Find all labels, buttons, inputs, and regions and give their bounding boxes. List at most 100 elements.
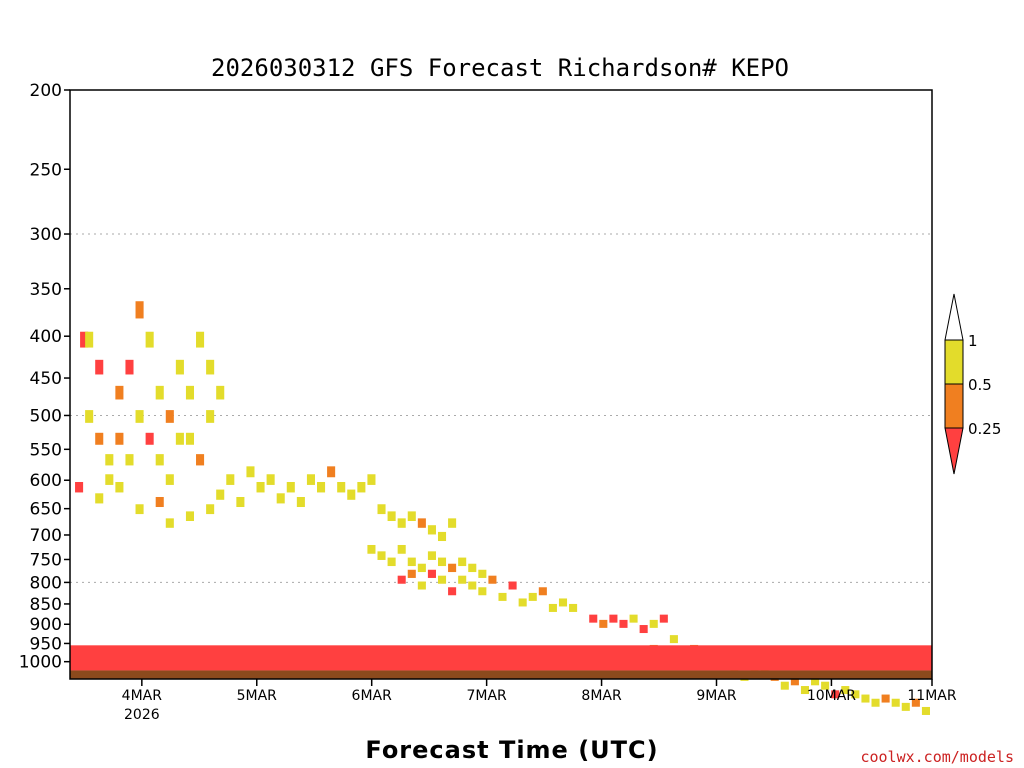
heatmap-cell bbox=[115, 432, 124, 445]
plot-background bbox=[70, 90, 932, 679]
heatmap-cell bbox=[437, 575, 447, 584]
heatmap-cell bbox=[881, 694, 890, 703]
heatmap-cell bbox=[417, 581, 426, 590]
heatmap-cell bbox=[185, 432, 195, 445]
heatmap-cell bbox=[599, 619, 608, 628]
heatmap-cell bbox=[488, 575, 497, 584]
heatmap-cell bbox=[377, 504, 386, 515]
heatmap-cell bbox=[417, 518, 426, 528]
heatmap-cell bbox=[508, 581, 517, 590]
heatmap-cell bbox=[901, 702, 910, 711]
x-tick-label: 4MAR bbox=[122, 688, 163, 704]
heatmap-cell bbox=[437, 557, 447, 567]
heatmap-cell bbox=[427, 551, 436, 560]
heatmap-cell bbox=[478, 569, 487, 578]
heatmap-cell bbox=[538, 587, 547, 596]
y-tick-label: 900 bbox=[30, 615, 62, 635]
y-tick-label: 650 bbox=[30, 500, 62, 520]
heatmap-cell bbox=[85, 410, 94, 423]
colorbar-level-label: 1 bbox=[968, 332, 978, 350]
heatmap-cell bbox=[80, 331, 89, 348]
heatmap-cell bbox=[427, 569, 436, 578]
heatmap-cell bbox=[417, 563, 426, 573]
heatmap-cell bbox=[468, 563, 477, 573]
heatmap-cell bbox=[226, 474, 235, 485]
credit-text: coolwx.com/models bbox=[860, 748, 1014, 766]
heatmap-cell bbox=[246, 466, 255, 478]
colorbar-level-label: 0.5 bbox=[968, 376, 992, 394]
chart-title: 2026030312 GFS Forecast Richardson# KEPO bbox=[211, 54, 789, 82]
heatmap-cell bbox=[387, 511, 396, 522]
heatmap-cell bbox=[437, 531, 447, 542]
heatmap-cell bbox=[387, 557, 396, 567]
heatmap-cell bbox=[347, 489, 356, 500]
heatmap-cell bbox=[518, 598, 527, 607]
heatmap-cell bbox=[397, 544, 406, 554]
heatmap-cell bbox=[498, 592, 507, 601]
heatmap-cell bbox=[458, 557, 467, 567]
heatmap-cell bbox=[206, 410, 215, 423]
heatmap-cell bbox=[780, 681, 789, 690]
x-tick-label: 8MAR bbox=[581, 688, 622, 704]
heatmap-cell bbox=[377, 551, 386, 560]
colorbar-level-label: 0.25 bbox=[968, 420, 1001, 438]
heatmap-cell bbox=[145, 331, 154, 348]
heatmap-cell bbox=[196, 331, 205, 348]
heatmap-cell bbox=[397, 518, 406, 528]
x-tick-label: 10MAR bbox=[807, 688, 856, 704]
y-tick-label: 750 bbox=[30, 550, 62, 570]
heatmap-cell bbox=[619, 619, 628, 628]
heatmap-cell bbox=[639, 625, 648, 634]
heatmap-cell bbox=[609, 614, 618, 623]
heatmap-cell bbox=[175, 432, 184, 445]
x-tick-label: 7MAR bbox=[466, 688, 507, 704]
heatmap-cell bbox=[407, 569, 416, 578]
heatmap-cell bbox=[397, 575, 406, 584]
heatmap-cell bbox=[548, 603, 557, 612]
surface-layer bbox=[70, 645, 932, 679]
x-tick-label: 9MAR bbox=[696, 688, 737, 704]
heatmap-cells bbox=[75, 301, 930, 715]
heatmap-cell bbox=[216, 489, 225, 500]
heatmap-cell bbox=[649, 619, 658, 628]
heatmap-cell bbox=[296, 496, 305, 508]
y-tick-label: 950 bbox=[30, 634, 62, 654]
heatmap-cell bbox=[468, 581, 477, 590]
heatmap-cell bbox=[196, 454, 205, 466]
heatmap-cell bbox=[185, 511, 195, 522]
heatmap-cell bbox=[105, 474, 114, 485]
heatmap-cell bbox=[306, 474, 315, 485]
heatmap-cell bbox=[367, 474, 376, 485]
colorbar-band-0.25-0.5 bbox=[944, 383, 964, 429]
heatmap-cell bbox=[216, 385, 225, 400]
heatmap-cell bbox=[357, 481, 366, 493]
heatmap-cell bbox=[95, 493, 104, 504]
heatmap-cell bbox=[558, 598, 568, 607]
heatmap-cell bbox=[266, 474, 275, 485]
y-tick-label: 1000 bbox=[19, 653, 62, 673]
heatmap-cell bbox=[458, 575, 467, 584]
heatmap-cell bbox=[256, 481, 265, 493]
x-axis: 4MAR 2026 5MAR 6MAR 7MAR 8MAR 9MAR 10MAR 11MAR bbox=[122, 679, 957, 723]
heatmap-cell bbox=[569, 603, 578, 612]
heatmap-cell bbox=[286, 481, 295, 493]
x-tick-label: 6MAR bbox=[352, 688, 393, 704]
heatmap-cell bbox=[448, 563, 457, 573]
y-axis: 200 250 300 350 400 450 500 550 600 650 700 750 8008… bbox=[19, 81, 70, 673]
colorbar-band-0.5-1 bbox=[944, 339, 964, 385]
heatmap-cell bbox=[85, 331, 94, 348]
y-tick-label: 600 bbox=[30, 471, 62, 491]
heatmap-cell bbox=[669, 635, 678, 644]
heatmap-cell bbox=[165, 410, 174, 423]
heatmap-cell bbox=[276, 493, 285, 504]
heatmap-cell bbox=[236, 496, 245, 508]
heatmap-cell bbox=[185, 385, 195, 400]
heatmap-cell bbox=[448, 587, 457, 596]
heatmap-cell bbox=[135, 410, 144, 423]
colorbar-top-arrow bbox=[944, 293, 964, 341]
heatmap-cell bbox=[831, 690, 840, 699]
y-tick-label: 500 bbox=[30, 406, 62, 426]
heatmap-cell bbox=[125, 359, 134, 375]
heatmap-cell bbox=[790, 677, 799, 686]
